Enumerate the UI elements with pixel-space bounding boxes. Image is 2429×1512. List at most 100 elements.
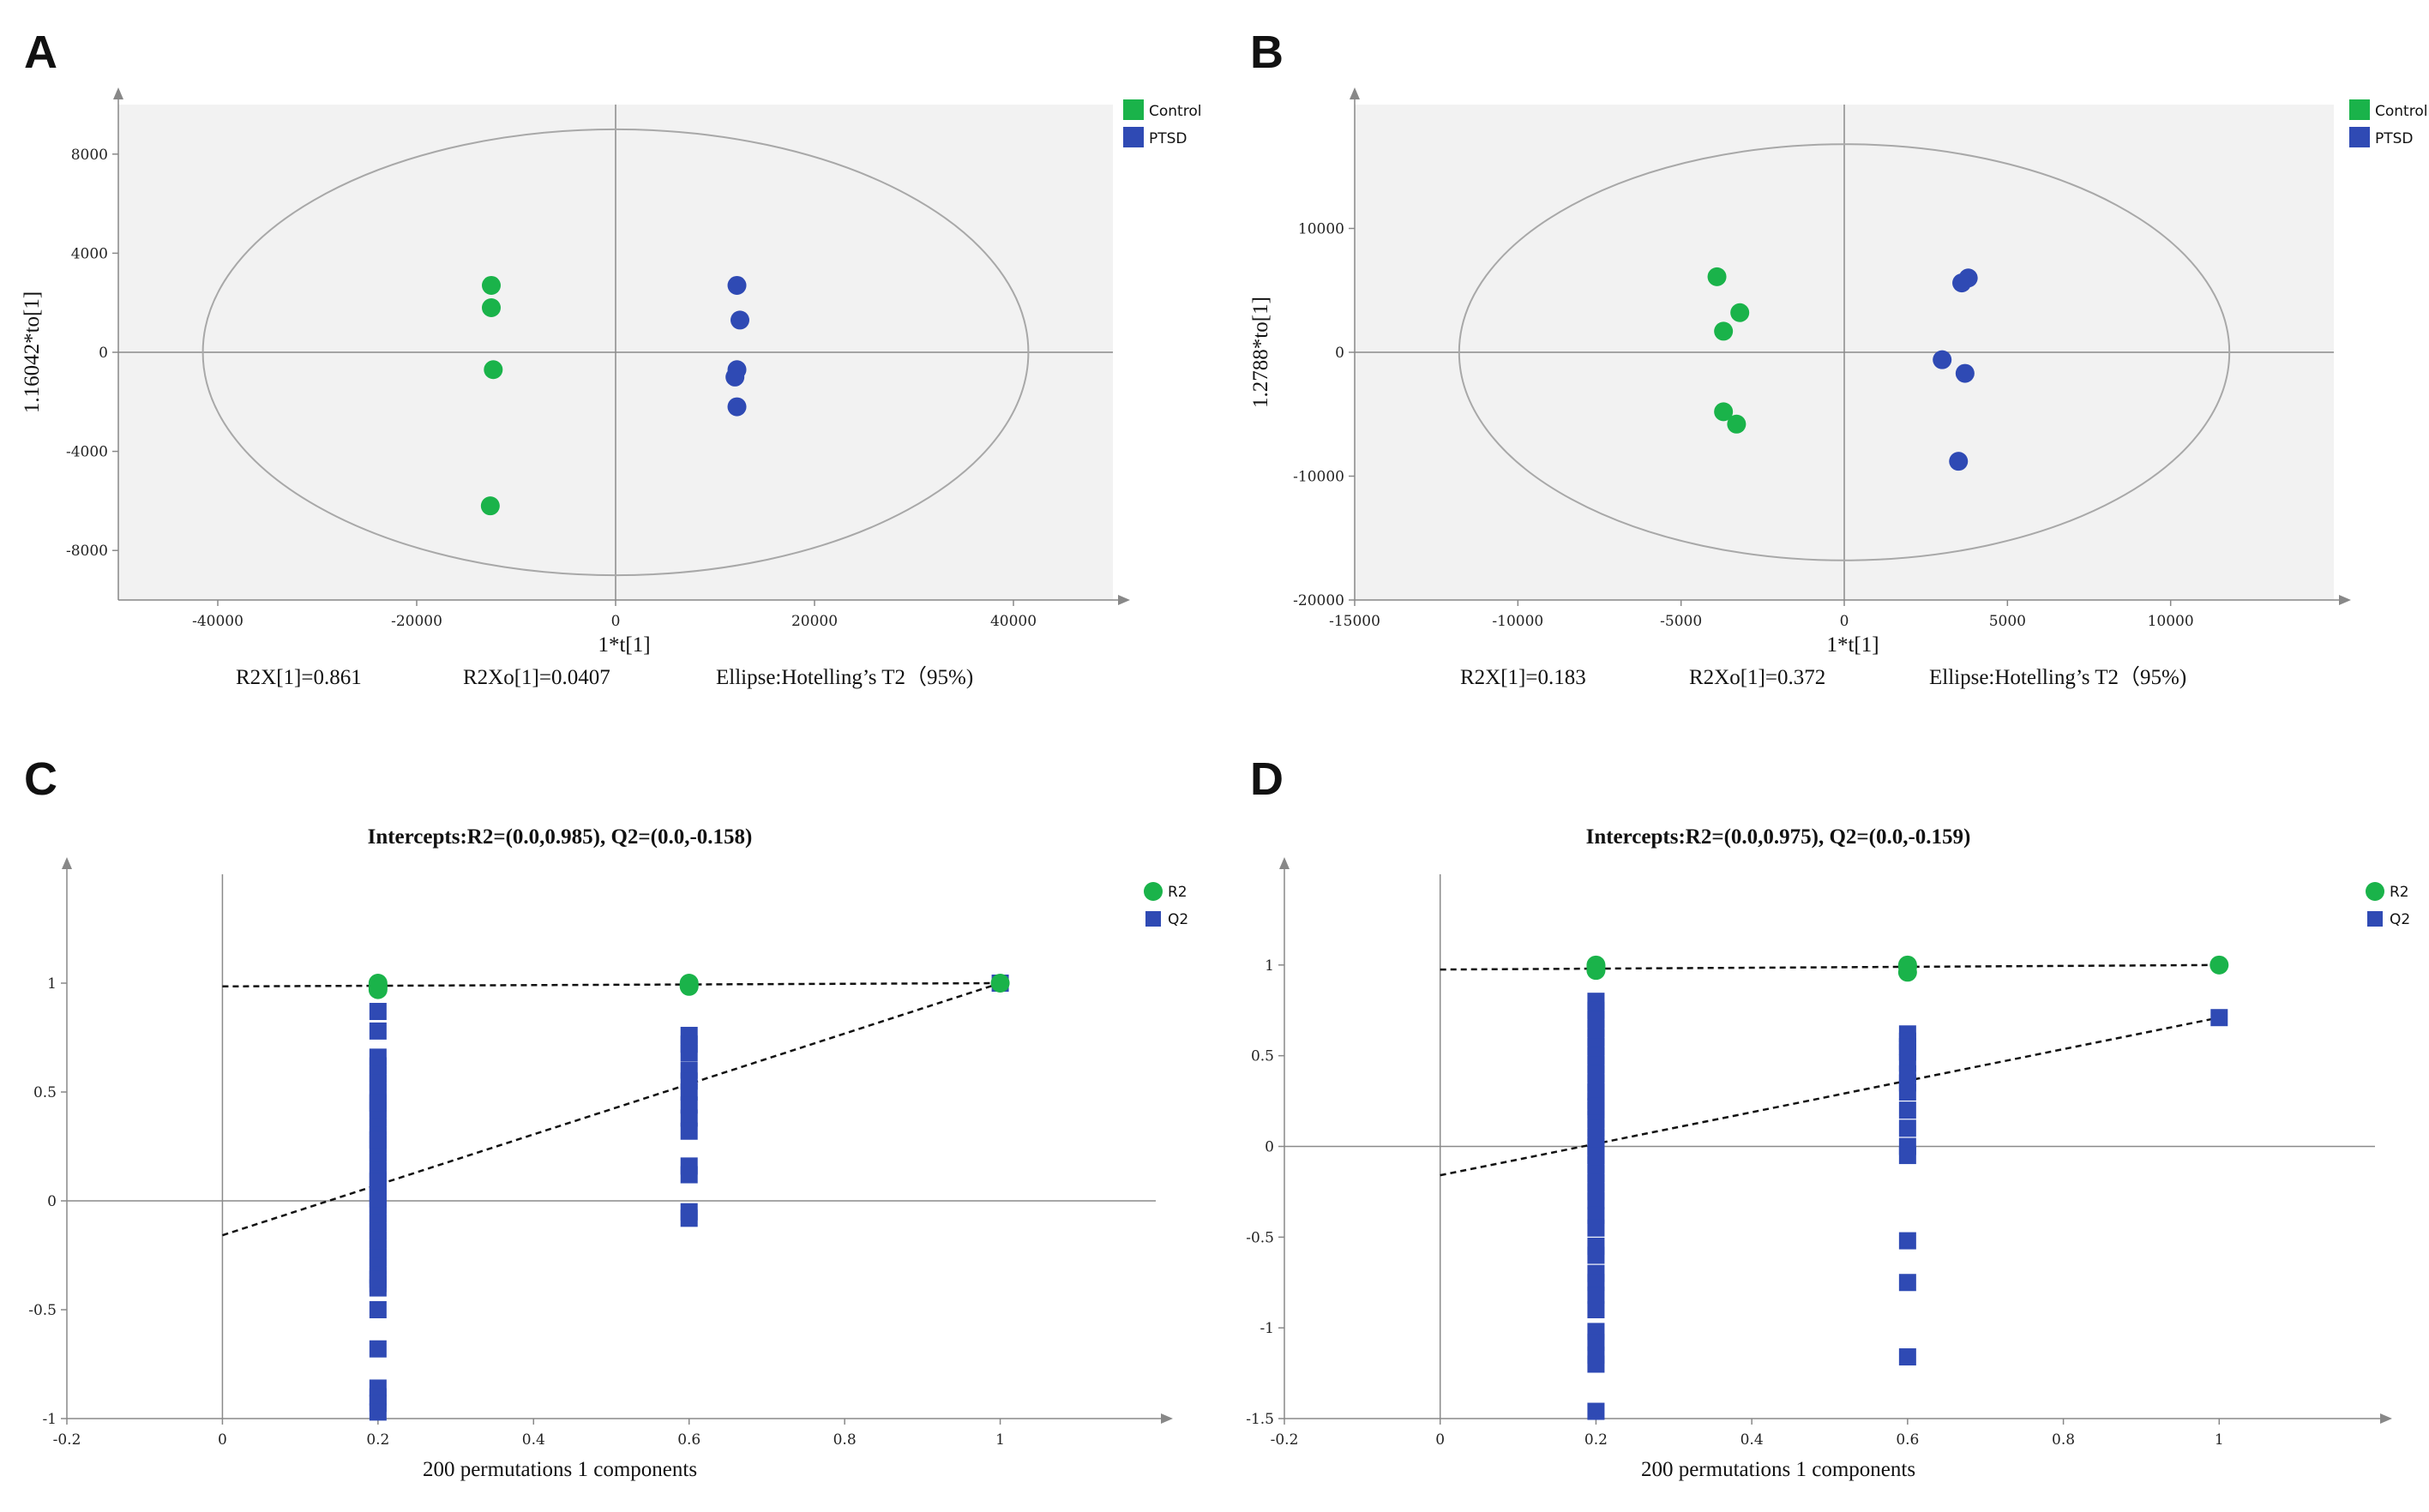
x-tick-label: 0.4 [522,1431,545,1449]
chart-title: Intercepts:R2=(0.0,0.975), Q2=(0.0,-0.15… [1586,825,1971,849]
y-tick-label: 4000 [71,245,108,262]
hotelling-ellipse [201,128,1030,577]
control-point [480,496,500,516]
x-tick-label: 0.8 [833,1431,857,1449]
x-tick-label: 5000 [1989,613,2026,630]
y-tick-label: -1 [1260,1320,1274,1337]
ptsd-legend-swatch [1123,127,1144,147]
x-axis-label: 1*t[1] [598,633,650,657]
stat-r2xo: R2Xo[1]=0.0407 [463,666,610,689]
ptsd-legend-label: PTSD [2375,130,2414,147]
x-tick-label: -40000 [192,613,244,630]
q2-point [680,1109,698,1127]
q2-legend-label: Q2 [2390,911,2410,928]
q2-point [1898,1147,1916,1165]
q2-point [1898,1101,1916,1119]
q2-point [369,1403,387,1421]
stat-r2x: R2X[1]=0.861 [236,666,362,689]
y-axis-arrow [1279,857,1290,869]
q2-point [1898,1348,1916,1366]
x-tick-label: 10000 [2148,613,2194,630]
q2-regression-line [1440,1016,2220,1177]
q2-point [1587,1287,1605,1305]
q2-point [369,1022,387,1040]
x-tick-label: 20000 [791,613,838,630]
y-tick-label: -20000 [1293,592,1344,609]
r2-point [2210,955,2229,975]
ptsd-legend-label: PTSD [1149,130,1187,147]
q2-point [680,1083,698,1101]
x-axis-arrow [1161,1413,1173,1424]
q2-point [369,1301,387,1318]
y-tick-label: 0 [1265,1139,1274,1156]
q2-point [680,1044,698,1062]
panel-letter-b: B [1250,27,1284,78]
r2-legend-label: R2 [2390,884,2409,901]
x-tick-label: -5000 [1660,613,1702,630]
q2-legend-label: Q2 [1168,911,1188,928]
q2-point [1898,1232,1916,1250]
panel-letter-c: C [24,753,57,805]
control-point [482,297,501,317]
y-axis-label: 1.16042*to[1] [21,291,44,413]
ptsd-point [1933,350,1952,369]
r2-legend-marker [1144,882,1163,901]
control-point [1714,321,1734,341]
x-tick-label: -10000 [1492,613,1543,630]
stat-ellipse: Ellipse:Hotelling’s T2（95%) [1929,665,2186,689]
panel-letter-d: D [1250,753,1284,805]
control-point [1707,267,1727,286]
x-tick-label: 0 [218,1431,227,1449]
r2-point [679,976,699,996]
y-axis-arrow [1350,87,1360,99]
q2-point [369,1270,387,1288]
y-axis-arrow [62,857,72,869]
q2-point [1587,1083,1605,1101]
y-axis-arrow [113,87,123,99]
y-tick-label: 8000 [71,147,108,164]
q2-point [1587,1402,1605,1420]
q2-point [369,1094,387,1112]
q2-point [1898,1038,1916,1056]
x-axis-label: 200 permutations 1 components [423,1458,697,1481]
q2-point [1587,1192,1605,1209]
panel-letter-a: A [24,27,57,78]
q2-point [680,1096,698,1114]
q2-point [1587,1097,1605,1115]
q2-legend-marker [2367,911,2383,927]
control-point [1727,414,1747,434]
stat-r2xo: R2Xo[1]=0.372 [1689,666,1825,689]
y-tick-label: 1 [1265,957,1274,975]
q2-point [680,1209,698,1227]
control-legend-swatch [1123,99,1144,120]
q2-point [1587,1301,1605,1318]
y-tick-label: -0.5 [1246,1229,1274,1246]
q2-legend-marker [1145,911,1161,927]
chart-c-permutation-test: Intercepts:R2=(0.0,0.985), Q2=(0.0,-0.15… [28,825,1188,1481]
q2-point [369,1131,387,1149]
x-tick-label: 0.4 [1741,1431,1764,1449]
x-axis-label: 200 permutations 1 components [1641,1458,1915,1481]
q2-point [1587,1355,1605,1373]
x-tick-label: -0.2 [1271,1431,1299,1449]
ptsd-point [1949,452,1969,471]
q2-point [1898,1119,1916,1137]
r2-point [1586,961,1606,981]
y-tick-label: -8000 [66,543,108,560]
q2-point [1898,1083,1916,1101]
control-legend-label: Control [1149,103,1200,120]
ptsd-point [731,310,749,330]
chart-title: Intercepts:R2=(0.0,0.985), Q2=(0.0,-0.15… [368,825,753,849]
y-tick-label: -1.5 [1246,1411,1274,1428]
r2-legend-marker [2366,882,2384,901]
ptsd-point [1952,273,1972,293]
y-tick-label: 0 [99,345,108,362]
ptsd-point [727,397,747,417]
q2-point [1587,1147,1605,1165]
y-axis-label: 1.2788*to[1] [1249,297,1272,408]
y-tick-label: 0 [47,1193,57,1210]
x-tick-label: 0.8 [2052,1431,2075,1449]
y-tick-label: 0 [1335,345,1344,362]
stat-ellipse: Ellipse:Hotelling’s T2（95%) [716,665,973,689]
